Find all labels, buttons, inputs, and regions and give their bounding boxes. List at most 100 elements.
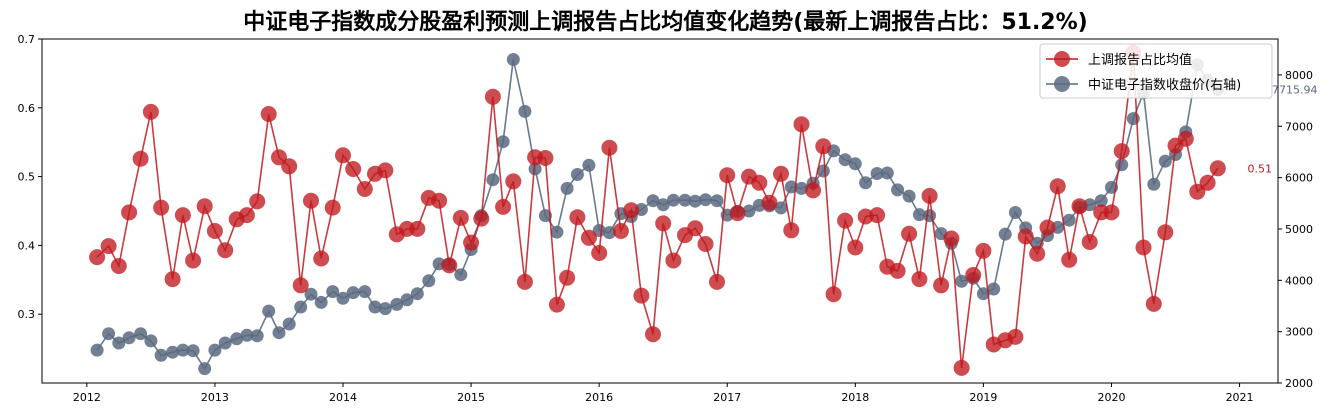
data-point <box>282 317 296 331</box>
data-point <box>335 147 351 164</box>
data-point <box>198 362 212 376</box>
series-line <box>96 52 1219 368</box>
data-point <box>976 287 990 301</box>
x-tick-label: 2012 <box>73 391 101 404</box>
data-point <box>102 327 116 341</box>
data-point <box>410 287 424 301</box>
data-point <box>390 297 404 311</box>
data-point <box>196 198 213 215</box>
data-point <box>313 250 330 267</box>
data-point <box>272 326 286 340</box>
y-left-tick-label: 0.3 <box>18 308 36 321</box>
y-right-tick-label: 2000 <box>1285 377 1313 390</box>
data-point <box>206 223 223 239</box>
series-index-close <box>90 53 1225 376</box>
y-left-tick-label: 0.5 <box>18 171 36 184</box>
data-point <box>633 287 650 304</box>
data-point <box>889 262 906 279</box>
data-point <box>870 167 884 180</box>
data-point <box>548 296 565 313</box>
data-point <box>1113 143 1130 160</box>
plot-frame <box>41 38 1279 384</box>
data-point <box>324 199 341 216</box>
data-point <box>249 193 266 210</box>
data-point <box>495 198 512 215</box>
right-last-value-label: 7715.94 <box>1272 84 1318 97</box>
data-point <box>719 167 736 184</box>
data-point <box>688 194 702 208</box>
data-point <box>1135 239 1152 256</box>
y-right-tick-label: 6000 <box>1285 172 1313 185</box>
data-point <box>923 209 937 223</box>
data-point <box>260 106 277 122</box>
data-point <box>869 207 886 224</box>
data-point <box>912 208 926 222</box>
data-point <box>816 164 830 178</box>
data-point <box>89 249 106 266</box>
y-right-tick-label: 4000 <box>1285 274 1313 287</box>
y-left-tick-label: 0.6 <box>18 102 36 115</box>
data-point <box>122 331 136 345</box>
data-point <box>454 268 468 282</box>
data-point <box>112 336 126 350</box>
data-point <box>891 183 905 197</box>
data-point <box>185 252 202 269</box>
x-tick-label: 2019 <box>969 391 997 404</box>
legend-box <box>1039 43 1273 99</box>
data-point <box>238 207 255 224</box>
data-point <box>336 291 350 305</box>
x-tick-label: 2014 <box>329 391 357 404</box>
data-point <box>805 182 822 199</box>
data-point <box>666 193 680 207</box>
series-line <box>96 59 1219 371</box>
legend-marker <box>1054 51 1070 67</box>
data-point <box>975 242 992 259</box>
data-point <box>1008 206 1022 219</box>
y-left-tick-label: 0.7 <box>18 33 36 46</box>
data-point <box>518 104 532 118</box>
data-point <box>1071 198 1088 215</box>
data-point <box>560 181 574 195</box>
data-point <box>345 161 362 177</box>
data-point <box>550 225 564 239</box>
data-point <box>1147 177 1161 191</box>
data-point <box>570 168 584 181</box>
data-point <box>304 287 318 301</box>
data-point <box>591 245 608 261</box>
data-point <box>848 157 862 171</box>
data-point <box>356 181 373 197</box>
data-point <box>998 227 1012 241</box>
data-point <box>174 207 191 224</box>
data-point <box>1157 224 1174 241</box>
x-tick-label: 2017 <box>713 391 741 404</box>
data-point <box>484 88 501 105</box>
data-point <box>1126 112 1140 126</box>
data-point <box>656 198 670 212</box>
data-point <box>687 220 704 237</box>
data-point <box>452 209 469 226</box>
data-point <box>601 139 618 156</box>
data-point <box>902 189 916 203</box>
data-point <box>121 204 138 221</box>
data-point <box>186 344 200 358</box>
data-point <box>326 285 340 299</box>
data-point <box>965 267 982 283</box>
data-point <box>699 193 712 207</box>
x-tick-label: 2021 <box>1226 391 1254 404</box>
data-point <box>953 359 970 376</box>
data-point <box>142 103 159 120</box>
data-point <box>623 202 640 219</box>
x-tick-label: 2013 <box>201 391 229 404</box>
data-point <box>569 209 586 226</box>
data-point <box>602 226 616 240</box>
data-point <box>153 199 170 216</box>
data-point <box>346 286 360 300</box>
data-point <box>294 300 308 314</box>
data-point <box>1049 178 1066 195</box>
data-point <box>646 194 660 208</box>
data-point <box>901 225 918 242</box>
data-point <box>729 205 746 222</box>
data-point <box>987 282 1001 296</box>
data-point <box>742 204 756 218</box>
data-point <box>240 328 254 342</box>
